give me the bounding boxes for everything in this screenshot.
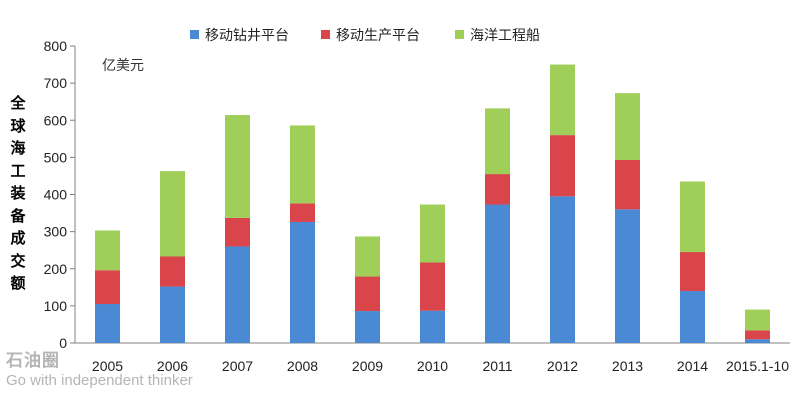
legend-swatch (190, 30, 199, 39)
y-tick-label: 300 (44, 224, 68, 240)
bar-segment (95, 270, 120, 305)
bar-segment (290, 125, 315, 204)
x-tick-label: 2014 (677, 358, 708, 374)
bar-segment (550, 64, 575, 136)
bar-segment (745, 309, 770, 331)
bar-segment (485, 174, 510, 205)
bar-segment (355, 236, 380, 277)
bar-segment (225, 115, 250, 218)
bar-segment (95, 230, 120, 271)
y-axis-title: 全球海工装备成交额 (10, 94, 26, 292)
watermark-logo: 石油圈 (6, 351, 60, 371)
legend-label: 移动生产平台 (336, 28, 420, 44)
y-tick-label: 500 (44, 149, 68, 165)
legend-label: 移动钻井平台 (205, 28, 289, 44)
unit-label: 亿美元 (102, 58, 144, 74)
y-tick-label: 100 (44, 298, 68, 314)
watermark: 石油圈 Go with independent thinker (6, 346, 193, 389)
x-tick-label: 2010 (417, 358, 448, 374)
bar-segment (160, 256, 185, 287)
bar-segment (225, 246, 250, 343)
x-tick-label: 2007 (222, 358, 253, 374)
bar-segment (160, 286, 185, 343)
legend: 移动钻井平台 移动生产平台 海洋工程船 (190, 28, 540, 44)
y-tick-label: 200 (44, 261, 68, 277)
bar-segment (485, 108, 510, 175)
bar-segment (225, 217, 250, 247)
bar-segment (95, 304, 120, 343)
legend-swatch (321, 30, 330, 39)
watermark-slogan: Go with independent thinker (6, 372, 193, 389)
bar-segment (615, 93, 640, 160)
x-tick-label: 2009 (352, 358, 383, 374)
y-tick-label: 800 (44, 38, 68, 54)
x-tick-label: 2015.1-10 (726, 358, 789, 374)
x-tick-label: 2006 (157, 358, 188, 374)
bar-segment (680, 181, 705, 253)
x-tick-label: 2008 (287, 358, 318, 374)
bar-segment (290, 221, 315, 343)
y-tick-label: 0 (59, 335, 67, 351)
bar-segment (615, 159, 640, 210)
bars (95, 64, 770, 343)
bar-segment (420, 310, 445, 343)
bar-segment (680, 291, 705, 343)
bar-segment (485, 204, 510, 343)
x-tick-label: 2012 (547, 358, 578, 374)
bar-segment (420, 262, 445, 311)
y-tick-label: 400 (44, 187, 68, 203)
bar-segment (745, 330, 770, 340)
x-tick-label: 2011 (482, 358, 512, 374)
y-tick-label: 700 (44, 75, 68, 91)
bar-segment (420, 204, 445, 263)
y-tick-label: 600 (44, 112, 68, 128)
bar-segment (355, 276, 380, 312)
bar-segment (615, 209, 640, 343)
x-tick-label: 2005 (92, 358, 123, 374)
x-axis: 2005 2006 2007 2008 2009 2010 2011 2012 2013 2014… (75, 342, 790, 374)
bar-segment (160, 171, 185, 257)
bar-segment (550, 135, 575, 197)
bar-segment (290, 203, 315, 222)
y-axis: 0 100 200 300 400 500 600 700 800 (44, 38, 76, 351)
legend-swatch (455, 30, 464, 39)
x-tick-label: 2013 (612, 358, 643, 374)
bar-segment (680, 252, 705, 292)
bar-segment (745, 339, 770, 343)
legend-label: 海洋工程船 (470, 28, 540, 44)
bar-segment (355, 311, 380, 343)
bar-segment (550, 196, 575, 343)
